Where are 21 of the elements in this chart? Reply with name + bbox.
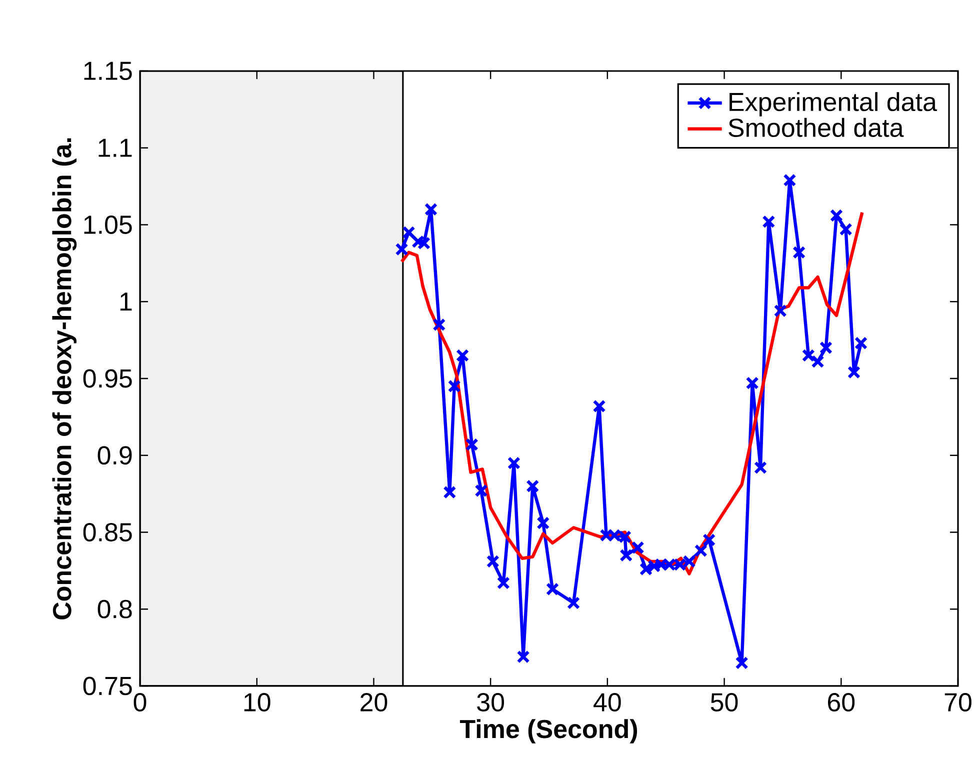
y-tick-label: 0.9 (98, 446, 132, 465)
x-tick-label: 30 (477, 693, 504, 712)
y-tick-label: 0.95 (83, 369, 132, 388)
y-tick-label: 0.85 (83, 523, 132, 542)
x-tick-label: 70 (944, 693, 972, 712)
y-tick-label: 1.1 (98, 138, 132, 157)
legend-label: Experimental data (730, 92, 937, 116)
y-axis-title: Concentration of deoxy-hemoglobin (a. (52, 138, 77, 620)
legend-label: Smoothed data (728, 118, 904, 138)
y-tick-label: 1 (120, 292, 132, 311)
y-tick-label: 0.8 (98, 600, 132, 618)
x-tick-label: 60 (828, 693, 855, 712)
x-tick-label: 40 (594, 693, 621, 712)
y-tick-label: 1.05 (84, 216, 132, 234)
x-tick-label: 10 (244, 693, 270, 712)
x-tick-label: 20 (360, 693, 388, 712)
y-tick-label: 1.15 (84, 62, 132, 80)
x-axis-title: Time (Second) (460, 719, 638, 744)
x-tick-label: 50 (710, 693, 738, 712)
y-tick-label: 0.75 (83, 676, 132, 696)
x-tick-label: 0 (134, 693, 146, 712)
